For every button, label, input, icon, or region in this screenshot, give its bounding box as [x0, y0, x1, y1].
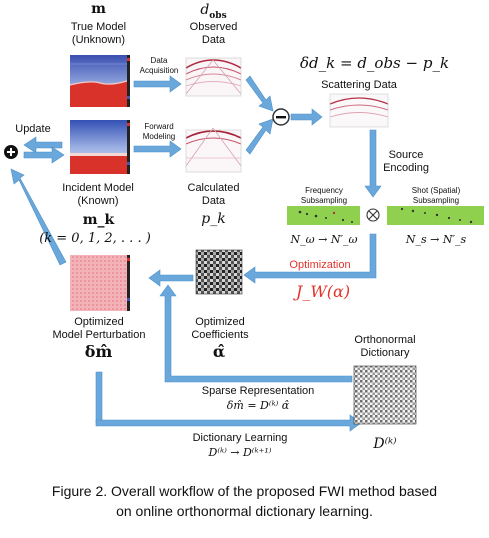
true-model-image	[69, 55, 130, 107]
observed-data-image	[185, 57, 242, 97]
arrows	[10, 75, 382, 432]
calculated-label-2: Data	[201, 195, 226, 207]
tensor-glyph: ⊗	[367, 209, 379, 221]
sparse-formula: δm̂ = D⁽ᵏ⁾ α̂	[226, 399, 290, 412]
arrow-coeff-to-pert	[148, 269, 194, 287]
frequency-subsampling-label-2: Subsampling	[300, 196, 348, 205]
frequency-map: N_ω → N′_ω	[290, 233, 358, 246]
arrow-pert-to-plus	[10, 168, 67, 266]
delta-m-hat: δm̂	[84, 342, 113, 361]
optimized-perturbation-label-2: Model Perturbation	[52, 329, 146, 341]
optimized-coefficients-label-1: Optimized	[195, 316, 245, 328]
arrow-observed-to-minus	[245, 75, 274, 112]
arrow-source-encoding	[364, 129, 382, 198]
arrow-minus-to-scattering	[290, 108, 323, 126]
observed-label-1: Observed	[189, 21, 238, 33]
dictionary-update: D⁽ᵏ⁾ → D⁽ᵏ⁺¹⁾	[208, 446, 272, 459]
true-model-state: (Unknown)	[71, 34, 126, 46]
minus-glyph: −	[274, 108, 288, 124]
observed-symbol: dobs	[200, 2, 227, 21]
dictionary-symbol: D⁽ᵏ⁾	[373, 436, 397, 452]
orthonormal-dictionary-label-2: Dictionary	[360, 347, 410, 359]
arrow-data-acquisition	[133, 75, 182, 93]
arrow-dictionary-learning	[95, 414, 362, 432]
caption-line-1: Figure 2. Overall workflow of the propos…	[51, 483, 438, 499]
arrow-dictionary-learning-left	[95, 371, 103, 424]
optimized-coefficients-label-2: Coefficients	[191, 329, 249, 341]
model-perturbation-image	[70, 255, 130, 311]
arrow-optimization	[243, 233, 377, 284]
forward-modeling-label-2: Modeling	[142, 132, 176, 141]
source-encoding-label-1: Source	[388, 149, 424, 161]
optimization-label: Optimization	[289, 259, 351, 271]
calculated-data-image	[185, 127, 242, 173]
arrow-forward-modeling	[133, 140, 182, 158]
incident-model-label-2: (Known)	[77, 195, 119, 207]
arrow-update-top	[23, 136, 63, 154]
optimized-perturbation-label-1: Optimized	[74, 316, 124, 328]
calculated-label-1: Calculated	[187, 182, 240, 194]
observed-label-2: Data	[201, 34, 226, 46]
incident-model-image	[70, 120, 130, 174]
arrow-update-bottom	[23, 146, 65, 164]
scattering-data-label: Scattering Data	[321, 79, 397, 91]
true-model-symbol: m	[91, 1, 106, 17]
alpha-hat: α̂	[212, 342, 226, 361]
model-iter-symbol: m_k	[82, 212, 115, 228]
dictionary-learning-label: Dictionary Learning	[192, 432, 288, 444]
frequency-subsampling-label-1: Frequency	[305, 186, 343, 195]
forward-modeling-label-1: Forward	[144, 122, 174, 131]
update-label: Update	[15, 123, 51, 135]
shot-strip	[387, 206, 484, 225]
source-encoding-label-2: Encoding	[383, 162, 429, 174]
scattering-formula: δd_k = d_obs − p_k	[300, 54, 450, 72]
sparse-representation-label: Sparse Representation	[201, 385, 315, 397]
scattering-data-image	[329, 93, 389, 128]
figure-caption: Figure 2. Overall workflow of the propos…	[0, 481, 489, 521]
objective-function: J_W(α)	[295, 282, 351, 301]
calculated-symbol: p_k	[201, 211, 226, 227]
subtract-operator	[272, 108, 290, 126]
tensor-operator	[366, 208, 380, 222]
frequency-strip	[287, 206, 360, 225]
true-model-label: True Model	[70, 21, 127, 33]
dictionary-image	[353, 365, 417, 425]
plus-glyph: +	[5, 145, 17, 159]
add-operator	[4, 145, 18, 159]
orthonormal-dictionary-label-1: Orthonormal	[354, 334, 416, 346]
caption-line-2: on online orthonormal dictionary learnin…	[116, 503, 373, 519]
shot-subsampling-label-2: Subsampling	[412, 196, 460, 205]
incident-model-label-1: Incident Model	[62, 182, 134, 194]
shot-subsampling-label-1: Shot (Spatial)	[411, 186, 461, 195]
arrow-calculated-to-minus	[245, 118, 274, 155]
data-acquisition-label-2: Acquisition	[139, 66, 179, 75]
coefficients-image	[195, 249, 243, 295]
data-acquisition-label-1: Data	[150, 56, 168, 65]
arrow-sparse-representation	[159, 284, 353, 383]
iteration-range: (k = 0, 1, 2, . . . )	[39, 231, 151, 246]
shot-map: N_s → N′_s	[405, 233, 467, 246]
